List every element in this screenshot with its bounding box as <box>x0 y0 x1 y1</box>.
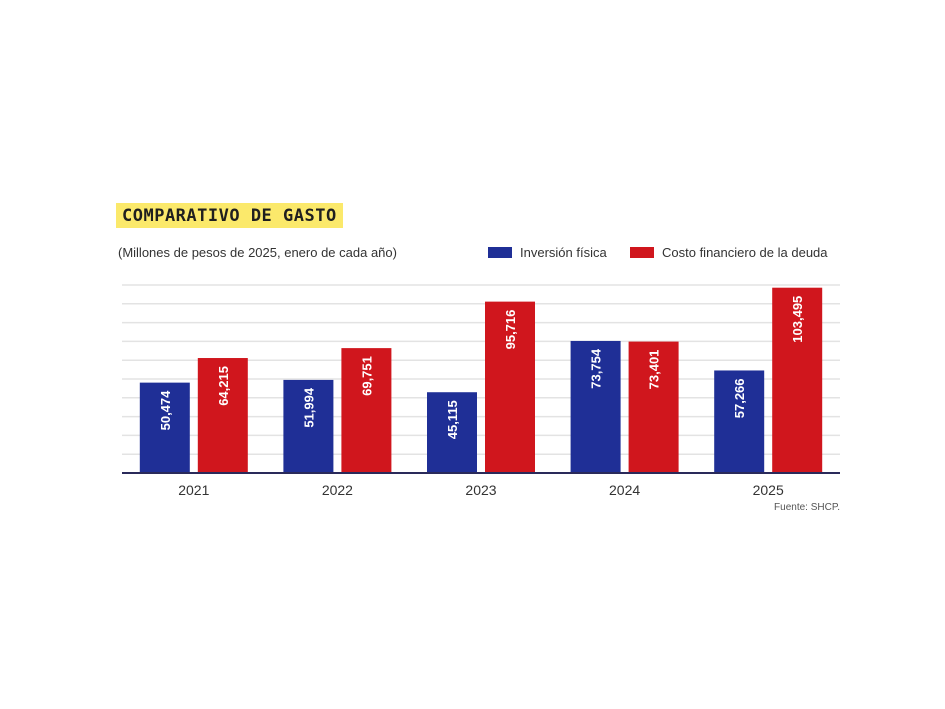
x-tick-label-2025: 2025 <box>753 482 784 498</box>
bar-inversion-2022 <box>283 379 334 473</box>
data-label-inversion-2023: 45,115 <box>445 400 460 439</box>
bar-inversion-2024 <box>570 340 621 473</box>
x-tick-label-2024: 2024 <box>609 482 640 498</box>
legend-item-costo: Costo financiero de la deuda <box>630 245 828 260</box>
legend-item-inversion: Inversión física <box>488 245 607 260</box>
legend-swatch-inversion <box>488 247 512 258</box>
legend-label-inversion: Inversión física <box>520 245 607 260</box>
legend-label-costo: Costo financiero de la deuda <box>662 245 828 260</box>
x-tick-label-2021: 2021 <box>178 482 209 498</box>
bar-costo-2021 <box>197 358 248 473</box>
source-note: Fuente: SHCP. <box>774 502 840 513</box>
bar-costo-2025 <box>772 287 823 473</box>
data-label-costo-2021: 64,215 <box>216 366 231 406</box>
data-label-costo-2022: 69,751 <box>359 356 374 396</box>
bar-costo-2024 <box>628 341 679 473</box>
data-label-inversion-2024: 73,754 <box>589 348 604 389</box>
bar-costo-2023 <box>485 301 535 473</box>
legend-swatch-costo <box>630 247 654 258</box>
data-label-costo-2024: 73,401 <box>647 350 662 390</box>
data-label-inversion-2025: 57,266 <box>732 378 747 418</box>
bar-inversion-2025 <box>714 370 765 473</box>
chart-figure: COMPARATIVO DE GASTO (Millones de pesos … <box>100 175 860 535</box>
bar-chart-svg: 50,474 64,215 2021 51,994 69,751 2022 45,115 95… <box>122 284 840 498</box>
x-tick-label-2023: 2023 <box>465 482 496 498</box>
data-label-inversion-2022: 51,994 <box>301 387 316 428</box>
chart-subtitle: (Millones de pesos de 2025, enero de cad… <box>118 245 397 260</box>
x-tick-label-2022: 2022 <box>322 482 353 498</box>
bar-costo-2022 <box>341 348 392 473</box>
chart-title: COMPARATIVO DE GASTO <box>116 203 343 228</box>
data-label-costo-2023: 95,716 <box>503 310 518 350</box>
data-label-inversion-2021: 50,474 <box>158 390 173 431</box>
data-label-costo-2025: 103,495 <box>790 296 805 343</box>
bar-inversion-2023 <box>427 392 477 473</box>
bar-inversion-2021 <box>139 382 190 473</box>
